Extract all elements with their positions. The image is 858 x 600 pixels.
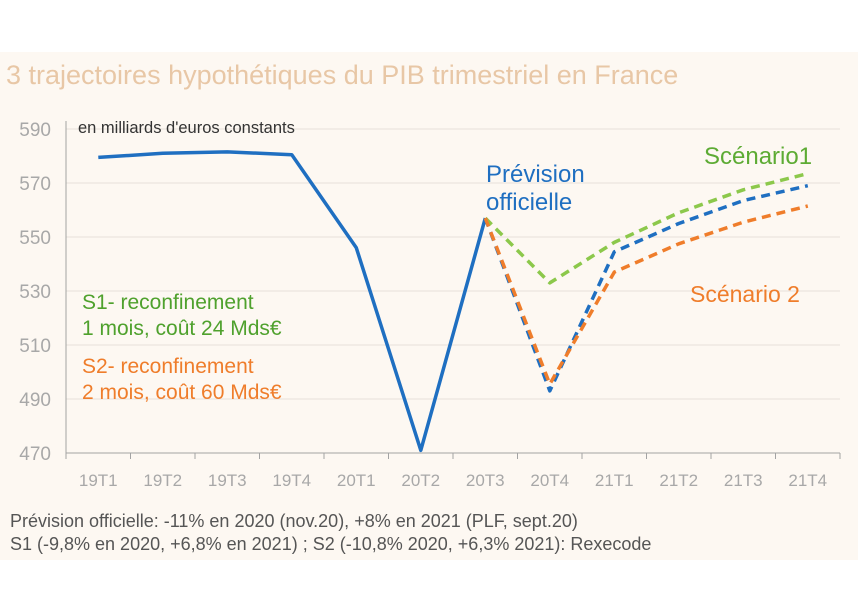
- series-line-2: [484, 171, 809, 285]
- x-tick-label: 19T4: [272, 471, 311, 490]
- x-tick-label: 19T3: [208, 471, 247, 490]
- x-tick-label: 19T1: [79, 471, 118, 490]
- chart-title: 3 trajectoires hypothétiques du PIB trim…: [6, 60, 679, 90]
- x-tick-label: 21T4: [788, 471, 827, 490]
- series-line-3: [483, 204, 809, 386]
- s1-description-line2: 1 mois, coût 24 Mds€: [82, 317, 282, 340]
- unit-label: en milliards d'euros constants: [78, 119, 295, 137]
- y-tick-label: 570: [19, 174, 51, 195]
- annotation-scenario1: Scénario1: [704, 143, 813, 170]
- series-lines: [98, 150, 809, 453]
- chart-panel: [0, 52, 858, 560]
- x-tick-label: 21T1: [595, 471, 634, 490]
- y-tick-label: 470: [19, 444, 51, 465]
- y-tick-label: 550: [19, 228, 51, 249]
- source-line1: Prévision officielle: -11% en 2020 (nov.…: [10, 511, 578, 531]
- series-line-1: [483, 183, 809, 393]
- annotation-scenario2: Scénario 2: [690, 281, 800, 307]
- y-tick-label: 590: [19, 120, 51, 141]
- x-tick-label: 21T2: [659, 471, 698, 490]
- y-tick-label: 490: [19, 390, 51, 411]
- x-tick-label: 20T2: [401, 471, 440, 490]
- s2-description-line2: 2 mois, coût 60 Mds€: [82, 381, 282, 404]
- annotation-official-line2: officielle: [486, 189, 573, 216]
- x-tick-label: 20T1: [337, 471, 376, 490]
- s1-description-line1: S1- reconfinement: [82, 291, 254, 314]
- x-tick-label: 21T3: [724, 471, 763, 490]
- x-tick-label: 19T2: [143, 471, 182, 490]
- s2-description-line1: S2- reconfinement: [82, 355, 254, 378]
- y-tick-label: 510: [19, 336, 51, 357]
- axes: 470 490 510 530 550 570 590 19T1 19T2 19T3 19T4 20T…: [19, 120, 841, 490]
- series-line-0: [98, 150, 487, 453]
- gridlines: [66, 128, 840, 400]
- annotation-official-line1: Prévision: [486, 161, 585, 188]
- y-tick-label: 530: [19, 282, 51, 303]
- x-tick-label: 20T3: [466, 471, 505, 490]
- x-tick-label: 20T4: [530, 471, 569, 490]
- source-line2: S1 (-9,8% en 2020, +6,8% en 2021) ; S2 (…: [10, 534, 652, 554]
